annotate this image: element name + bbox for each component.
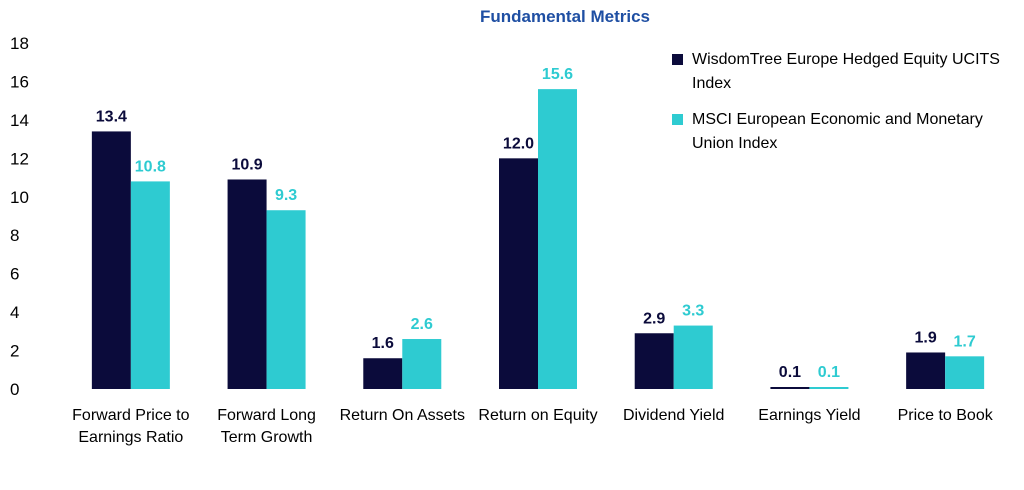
bar-series-2: [266, 210, 306, 389]
bar-series-2: [809, 387, 849, 389]
data-label: 0.1: [818, 364, 840, 381]
y-tick-label: 10: [10, 188, 29, 207]
y-axis: 0 2 4 6 8 10 12 14 16 18: [10, 34, 29, 399]
bar-series-1: [906, 352, 946, 389]
bar-series-1: [634, 333, 674, 389]
x-tick-label: Earnings Yield: [758, 407, 860, 424]
y-tick-label: 16: [10, 72, 29, 91]
legend-label-series-1: WisdomTree Europe Hedged Equity UCITS In…: [692, 51, 1000, 92]
data-label: 13.4: [96, 108, 127, 125]
bar-series-2: [538, 89, 577, 389]
legend: WisdomTree Europe Hedged Equity UCITS In…: [672, 48, 1002, 168]
y-tick-label: 18: [10, 34, 29, 53]
bar-series-1: [770, 387, 810, 389]
bar-series-2: [130, 181, 170, 389]
x-tick-label: Price to Book: [898, 407, 994, 424]
data-label: 12.0: [503, 135, 534, 152]
data-label: 1.6: [372, 335, 394, 352]
chart-title: Fundamental Metrics: [480, 7, 650, 26]
x-tick-label: Dividend Yield: [623, 407, 724, 424]
y-tick-label: 2: [10, 342, 19, 361]
bar-series-1: [91, 131, 131, 389]
data-label: 1.9: [915, 329, 937, 346]
legend-swatch-series-2: [672, 114, 683, 125]
y-tick-label: 6: [10, 265, 19, 284]
legend-swatch-series-1: [672, 54, 683, 65]
bar-series-1: [227, 179, 267, 389]
y-tick-label: 12: [10, 149, 29, 168]
bar-series-1: [363, 358, 403, 389]
data-label: 10.8: [135, 158, 166, 175]
x-tick-label: Return On Assets: [340, 407, 465, 424]
legend-item-series-2: MSCI European Economic and Monetary Unio…: [672, 108, 1002, 156]
y-tick-label: 14: [10, 111, 29, 130]
x-tick-label: Forward Long Term Growth: [217, 407, 316, 446]
data-label: 15.6: [542, 66, 573, 83]
x-tick-label: Forward Price to Earnings Ratio: [72, 407, 189, 446]
data-label: 2.9: [643, 310, 665, 327]
x-tick-label: Return on Equity: [478, 407, 597, 424]
bar-series-2: [945, 356, 985, 389]
data-label: 3.3: [682, 303, 704, 320]
x-axis: Forward Price to Earnings Ratio Forward Lo…: [72, 407, 994, 446]
bar-series-2: [673, 325, 713, 389]
data-label: 2.6: [411, 316, 433, 333]
legend-label-series-2: MSCI European Economic and Monetary Unio…: [692, 111, 983, 152]
y-tick-label: 4: [10, 303, 19, 322]
bar-series-1: [499, 158, 538, 389]
bars: [91, 89, 985, 389]
y-tick-label: 8: [10, 226, 19, 245]
y-tick-label: 0: [10, 380, 19, 399]
legend-item-series-1: WisdomTree Europe Hedged Equity UCITS In…: [672, 48, 1002, 96]
data-label: 1.7: [954, 333, 976, 350]
data-label: 10.9: [232, 156, 263, 173]
data-label: 9.3: [275, 187, 297, 204]
data-label: 0.1: [779, 364, 801, 381]
bar-series-2: [402, 339, 442, 389]
data-labels: 13.4 10.8 10.9 9.3 1.6 2.6 12.0 15.6 2.9 3.3 0.1 0.…: [96, 66, 976, 381]
